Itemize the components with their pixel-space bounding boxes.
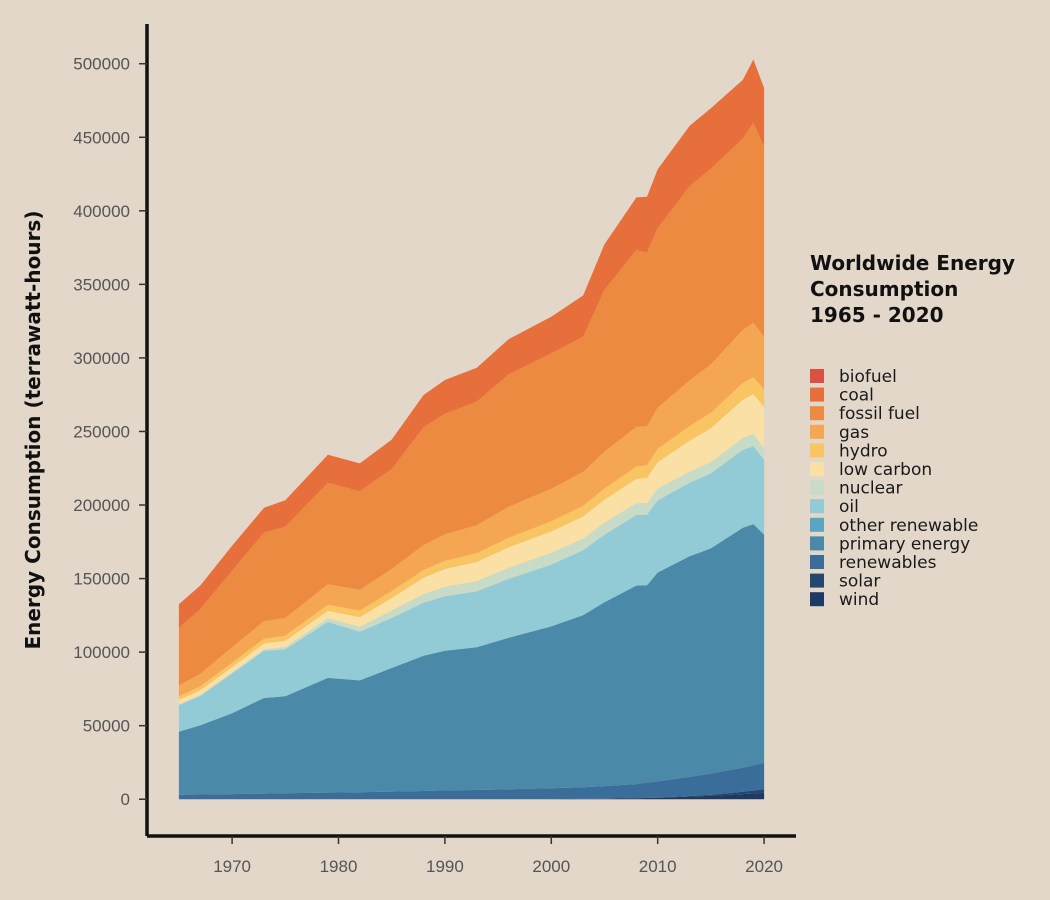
legend-label-solar: solar <box>839 572 880 592</box>
legend-label-low-carbon: low carbon <box>839 460 932 480</box>
area-oil <box>178 446 765 732</box>
y-tick-label: 450000 <box>73 128 130 147</box>
legend-swatch-renewables <box>810 555 824 569</box>
y-tick-label: 400000 <box>73 202 130 221</box>
legend-label-biofuel: biofuel <box>839 367 897 387</box>
x-tick-label: 1970 <box>213 857 251 876</box>
area-coal <box>178 59 765 628</box>
legend-label-gas: gas <box>839 423 869 443</box>
legend-swatch-fossil-fuel <box>810 406 824 421</box>
y-tick-label: 100000 <box>73 643 130 662</box>
legend-label-hydro: hydro <box>839 441 888 461</box>
legend-label-coal: coal <box>839 386 874 406</box>
legend-swatch-nuclear <box>810 480 824 495</box>
legend-swatch-other-renewable <box>810 517 824 532</box>
chart-areas <box>178 59 765 800</box>
y-tick-label: 350000 <box>73 275 130 294</box>
legend-swatch-gas <box>810 424 824 439</box>
legend-label-other-renewable: other renewable <box>839 516 978 536</box>
legend-label-primary-energy: primary energy <box>839 534 970 554</box>
legend-swatch-wind <box>810 592 824 607</box>
y-tick-label: 50000 <box>83 717 130 736</box>
x-tick-label: 1990 <box>426 857 464 876</box>
legend-label-fossil-fuel: fossil fuel <box>839 404 920 424</box>
legend-swatch-coal <box>810 387 824 402</box>
y-ticks: 0 50000 100000 150000 200000 250000 300000 3500… <box>73 55 147 809</box>
legend-label-oil: oil <box>839 497 859 517</box>
legend-label-nuclear: nuclear <box>839 479 902 499</box>
area-fossil-fuel <box>178 122 765 686</box>
legend-swatch-solar <box>810 573 824 588</box>
y-tick-label: 150000 <box>73 570 130 589</box>
y-tick-label: 0 <box>121 790 130 809</box>
y-tick-label: 500000 <box>73 55 130 74</box>
legend-swatch-biofuel <box>810 369 824 383</box>
y-axis-title: Energy Consumption (terrawatt-hours) <box>21 211 45 650</box>
y-tick-label: 200000 <box>73 496 130 515</box>
legend-title-line-3: 1965 - 2020 <box>810 303 944 327</box>
x-tick-label: 1980 <box>320 857 358 876</box>
chart-axes <box>145 24 796 838</box>
x-ticks: 1970 1980 1990 2000 2010 2020 <box>213 836 783 876</box>
area-gas <box>178 322 765 697</box>
legend-swatch-oil <box>810 499 824 514</box>
legend-swatch-low-carbon <box>810 462 824 476</box>
legend-swatch-primary-energy <box>810 536 824 551</box>
x-tick-label: 2010 <box>639 857 677 876</box>
legend-title-line-1: Worldwide Energy <box>810 251 1015 275</box>
area-wind <box>178 792 765 800</box>
x-tick-label: 2020 <box>745 857 783 876</box>
area-renewables <box>178 762 765 800</box>
x-tick-label: 2000 <box>532 857 570 876</box>
legend-label-wind: wind <box>839 590 879 610</box>
y-tick-label: 300000 <box>73 349 130 368</box>
legend: Worldwide Energy Consumption 1965 - 2020… <box>810 251 1015 610</box>
legend-label-renewables: renewables <box>839 553 937 573</box>
y-tick-label: 250000 <box>73 422 130 441</box>
legend-swatch-hydro <box>810 443 824 458</box>
area-primary-energy <box>178 524 765 795</box>
legend-title-line-2: Consumption <box>810 277 958 301</box>
